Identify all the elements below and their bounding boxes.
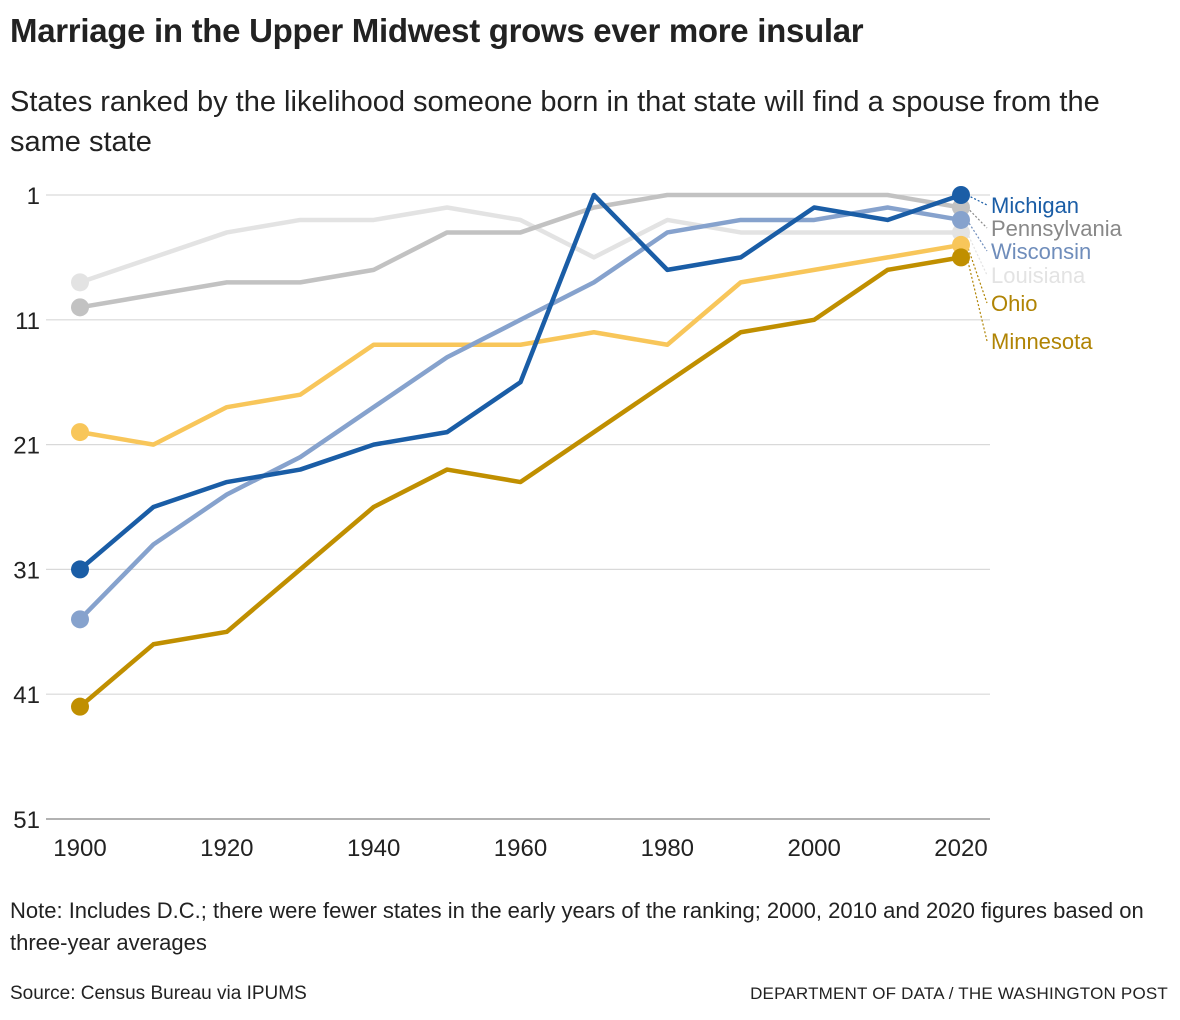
series-label-wisconsin: Wisconsin xyxy=(991,239,1091,264)
chart-note: Note: Includes D.C.; there were fewer st… xyxy=(10,898,1144,955)
end-point-wisconsin xyxy=(952,210,970,229)
series-label-louisiana: Louisiana xyxy=(991,263,1086,288)
x-tick-label: 1940 xyxy=(347,835,400,862)
leader-ohio xyxy=(966,244,988,304)
series-label-minnesota: Minnesota xyxy=(991,329,1093,354)
series-label-michigan: Michigan xyxy=(991,193,1079,218)
series-lines xyxy=(71,186,970,716)
chart-source: Source: Census Bureau via IPUMS xyxy=(10,983,307,1004)
y-tick-label: 21 xyxy=(13,433,40,460)
end-point-ohio xyxy=(952,235,970,254)
end-point-minnesota xyxy=(952,248,970,267)
series-line-minnesota xyxy=(77,255,964,709)
series-line-louisiana xyxy=(77,205,964,285)
y-tick-label: 41 xyxy=(13,682,40,709)
x-tick-label: 2000 xyxy=(787,835,840,862)
chart-credit: DEPARTMENT OF DATA / THE WASHINGTON POST xyxy=(750,984,1168,1003)
x-tick-label: 1980 xyxy=(641,835,694,862)
start-point-ohio xyxy=(71,423,89,442)
series-label-ohio: Ohio xyxy=(991,291,1037,316)
x-tick-label: 1960 xyxy=(494,835,547,862)
x-tick-label: 1900 xyxy=(53,835,106,862)
end-point-pennsylvania xyxy=(952,198,970,217)
start-point-michigan xyxy=(71,560,89,579)
chart-subtitle: States ranked by the likelihood someone … xyxy=(10,86,1100,158)
series-line-wisconsin xyxy=(77,205,964,622)
x-tick-label: 1920 xyxy=(200,835,253,862)
series-line-pennsylvania xyxy=(77,192,964,310)
start-point-pennsylvania xyxy=(71,298,89,317)
leader-pennsylvania xyxy=(966,207,988,229)
y-tick-label: 31 xyxy=(13,557,40,584)
start-point-wisconsin xyxy=(71,610,89,629)
series-line-michigan xyxy=(77,192,964,572)
end-point-louisiana xyxy=(952,223,970,242)
y-tick-label: 11 xyxy=(15,308,40,335)
x-tick-label: 2020 xyxy=(934,835,987,862)
label-leaders xyxy=(966,194,988,342)
y-tick-label: 1 xyxy=(27,183,40,210)
chart-title: Marriage in the Upper Midwest grows ever… xyxy=(10,12,864,49)
series-labels: Louisiana Pennsylvania Ohio Wisconsin Michig… xyxy=(991,193,1123,354)
start-point-minnesota xyxy=(71,697,89,716)
y-tick-label: 51 xyxy=(13,807,40,834)
start-point-louisiana xyxy=(71,273,89,292)
leader-michigan xyxy=(966,194,988,206)
series-label-pennsylvania: Pennsylvania xyxy=(991,216,1123,241)
series-line-ohio xyxy=(77,242,964,447)
end-point-michigan xyxy=(952,186,970,204)
